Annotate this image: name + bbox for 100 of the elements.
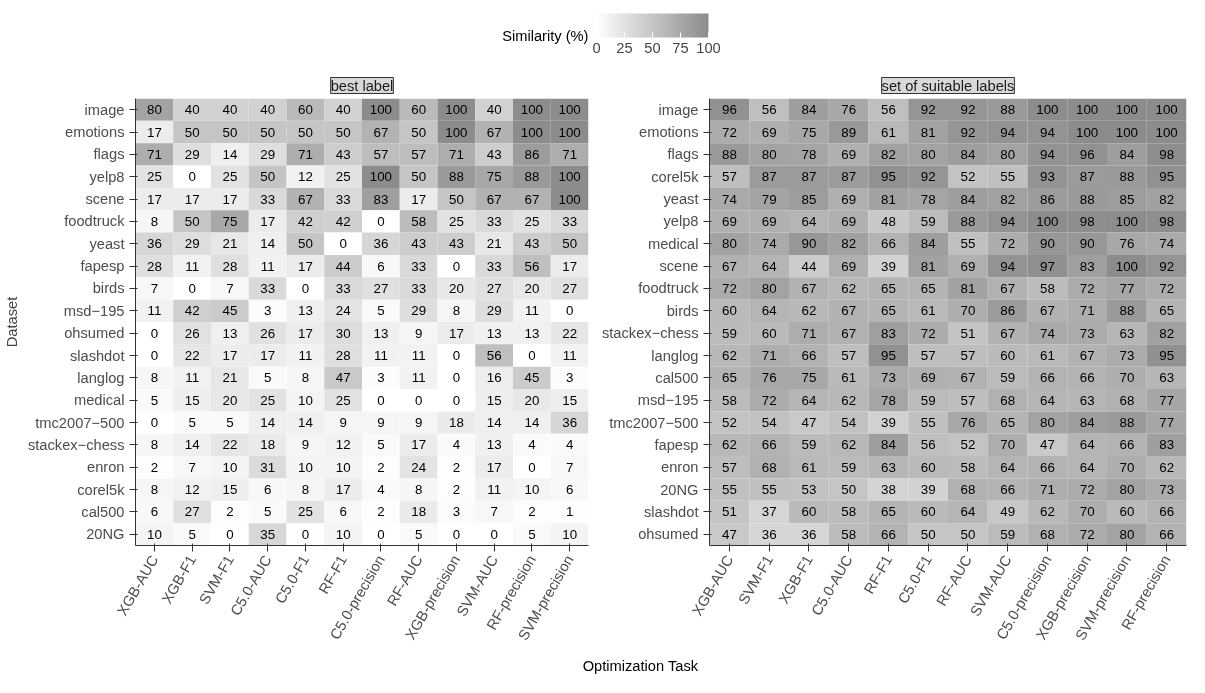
data-label: 25 [448, 213, 464, 229]
data-label: 100 [445, 102, 468, 118]
data-label: 67 [297, 191, 313, 207]
data-label: 58 [960, 459, 976, 475]
data-label: 50 [448, 191, 464, 207]
data-label: 50 [960, 526, 976, 542]
data-label: 14 [260, 415, 276, 431]
data-label: 63 [1079, 392, 1095, 408]
y-tick-label: msd−195 [637, 392, 699, 409]
data-label: 43 [524, 236, 540, 252]
data-label: 68 [1000, 392, 1016, 408]
data-label: 29 [184, 146, 200, 162]
data-label: 40 [260, 102, 276, 118]
data-label: 100 [1036, 102, 1059, 118]
data-label: 72 [1079, 482, 1095, 498]
data-label: 60 [761, 325, 777, 341]
data-label: 25 [335, 169, 351, 185]
data-label: 48 [880, 213, 896, 229]
data-label: 6 [339, 504, 347, 520]
data-label: 13 [486, 325, 502, 341]
data-label: 82 [841, 236, 857, 252]
data-label: 59 [1000, 370, 1016, 386]
data-label: 100 [558, 124, 581, 140]
data-label: 69 [920, 370, 936, 386]
data-label: 62 [721, 437, 737, 453]
data-label: 54 [761, 415, 778, 431]
color-bar-label: 25 [616, 39, 633, 56]
data-label: 80 [1119, 526, 1135, 542]
data-label: 42 [297, 213, 313, 229]
data-label: 100 [1155, 102, 1178, 118]
data-label: 98 [1159, 146, 1175, 162]
data-label: 6 [263, 482, 272, 498]
data-label: 58 [841, 504, 857, 520]
data-label: 5 [188, 526, 196, 542]
data-label: 87 [1079, 169, 1095, 185]
data-label: 65 [880, 280, 896, 296]
data-label: 67 [1000, 280, 1016, 296]
data-label: 11 [562, 348, 577, 364]
data-label: 15 [222, 482, 238, 498]
y-tick-label: foodtruck [638, 280, 700, 297]
data-label: 72 [1079, 280, 1095, 296]
data-label: 66 [1079, 370, 1095, 386]
data-label: 0 [452, 370, 461, 386]
data-label: 81 [880, 191, 896, 207]
data-label: 47 [801, 415, 817, 431]
data-label: 0 [377, 526, 385, 542]
data-label: 5 [188, 415, 196, 431]
data-label: 33 [335, 280, 351, 296]
data-label: 25 [260, 392, 276, 408]
y-tick-label: 20NG [660, 481, 699, 498]
data-label: 2 [377, 504, 385, 520]
data-label: 0 [150, 348, 159, 364]
data-label: 61 [801, 459, 817, 475]
data-label: 100 [1115, 124, 1139, 140]
data-label: 85 [1119, 191, 1135, 207]
y-tick-label: slashdot [643, 503, 699, 520]
data-label: 26 [260, 325, 276, 341]
data-label: 57 [960, 392, 976, 408]
chart-title: set of suitable labels [881, 77, 1015, 94]
y-tick-label: birds [92, 280, 125, 297]
data-label: 76 [1119, 236, 1135, 252]
data-label: 67 [801, 280, 817, 296]
data-label: 100 [520, 102, 544, 118]
y-tick-label: flags [667, 146, 699, 163]
data-label: 0 [377, 213, 385, 229]
data-label: 64 [1079, 459, 1096, 475]
data-label: 33 [486, 258, 502, 274]
data-label: 17 [297, 325, 313, 341]
data-label: 0 [188, 280, 196, 296]
data-label: 13 [222, 325, 238, 341]
data-label: 7 [226, 280, 234, 296]
data-label: 47 [1039, 437, 1055, 453]
data-label: 35 [260, 526, 276, 542]
data-label: 50 [222, 124, 238, 140]
data-label: 18 [260, 437, 276, 453]
data-label: 100 [369, 102, 393, 118]
data-label: 50 [260, 124, 276, 140]
data-label: 52 [960, 437, 976, 453]
y-tick-label: ohsumed [638, 526, 699, 543]
data-label: 75 [222, 213, 238, 229]
data-label: 3 [452, 504, 461, 520]
data-label: 53 [801, 482, 817, 498]
data-label: 80 [146, 102, 162, 118]
data-label: 2 [150, 459, 159, 475]
data-label: 92 [920, 169, 936, 185]
data-label: 57 [411, 146, 427, 162]
data-label: 57 [960, 348, 976, 364]
data-label: 57 [841, 348, 857, 364]
data-label: 14 [184, 437, 201, 453]
data-label: 98 [1079, 213, 1095, 229]
data-label: 81 [960, 280, 976, 296]
data-label: 82 [1159, 325, 1175, 341]
data-label: 8 [301, 482, 310, 498]
data-label: 67 [373, 124, 389, 140]
y-tick-label: foodtruck [64, 213, 126, 230]
data-label: 69 [960, 258, 976, 274]
y-tick-label: emotions [65, 124, 125, 141]
data-label: 38 [880, 482, 896, 498]
data-label: 71 [146, 146, 162, 162]
data-label: 56 [880, 102, 896, 118]
